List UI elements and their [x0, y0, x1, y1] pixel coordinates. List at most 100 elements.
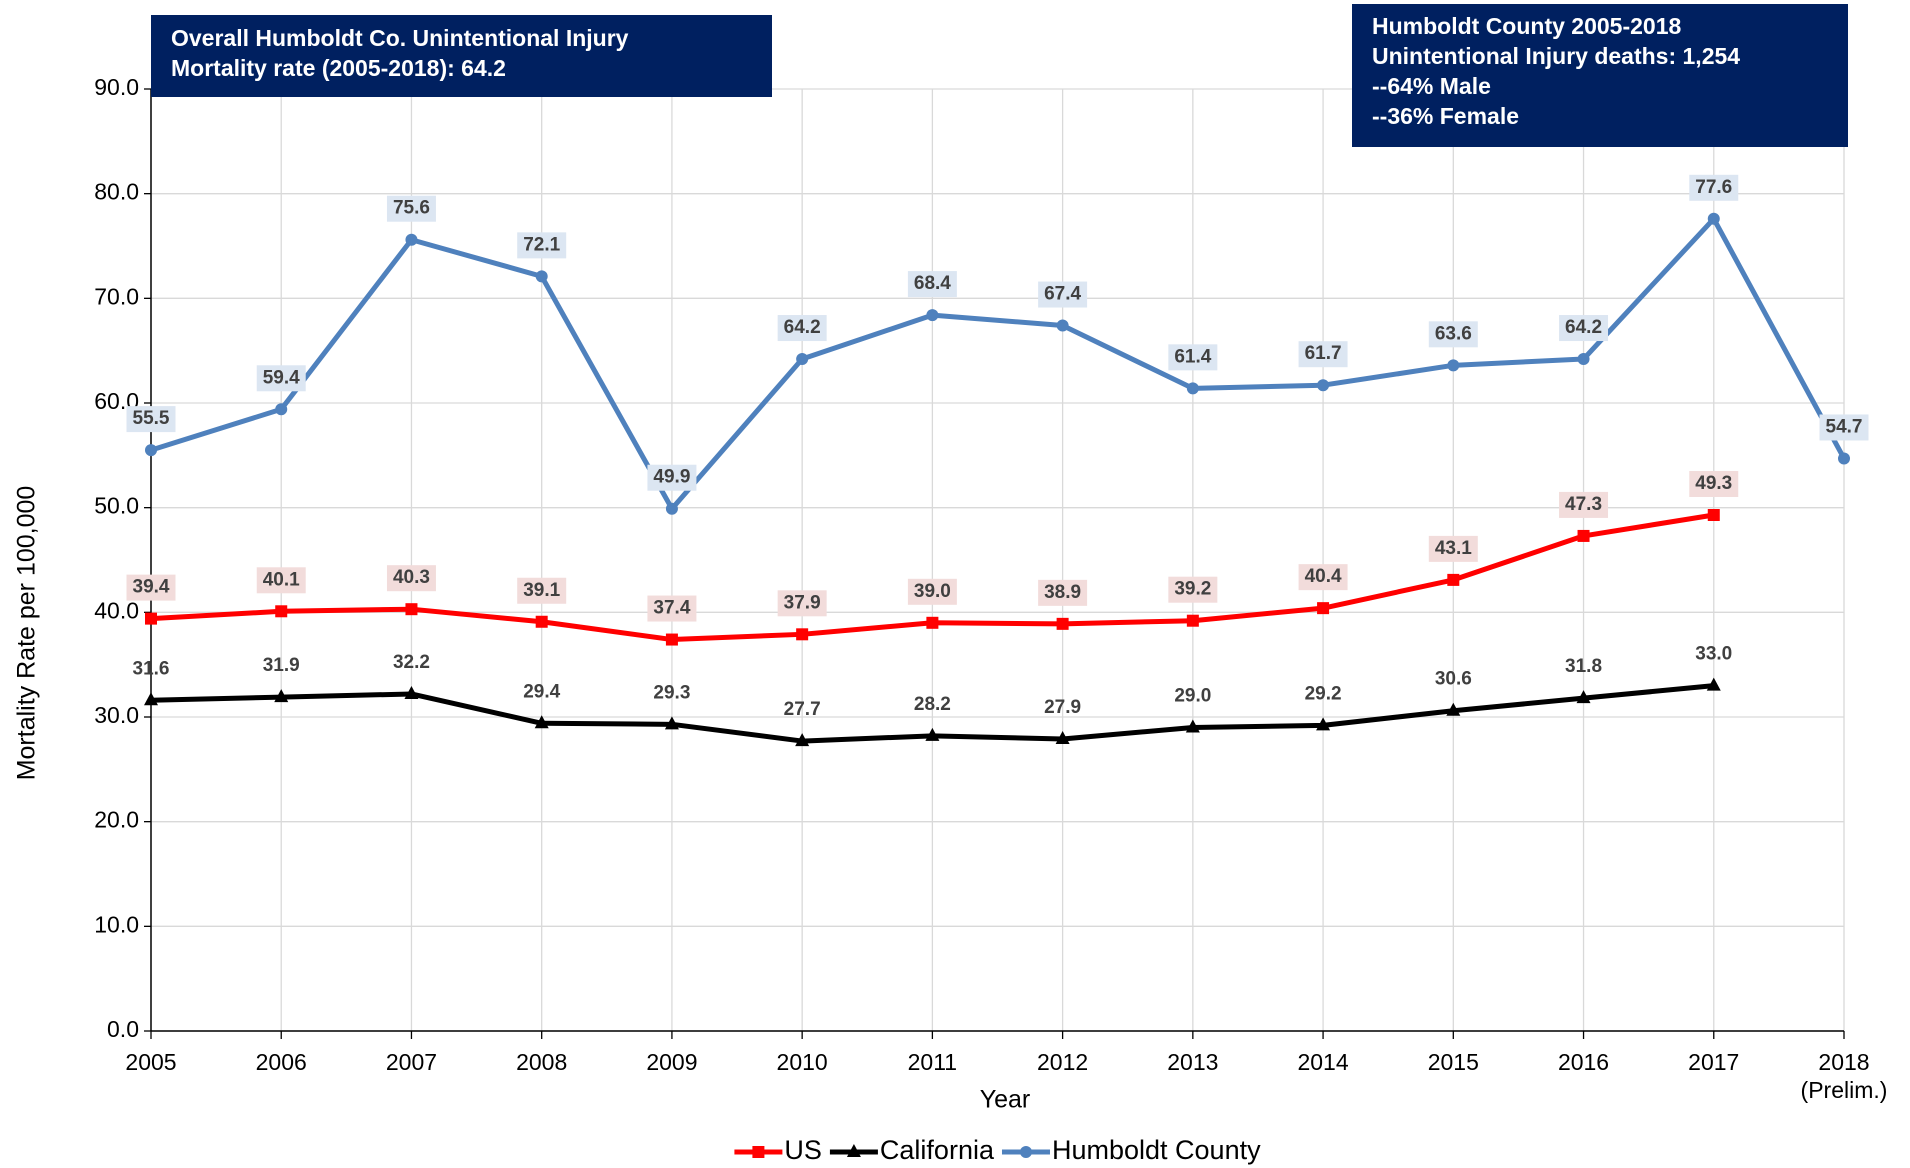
legend-label: Humboldt County	[1052, 1135, 1261, 1165]
value-label-background	[1038, 281, 1088, 308]
series-line	[150, 216, 1847, 512]
y-tick-label: 80.0	[94, 179, 139, 205]
x-tick-label: 2015	[1427, 1049, 1479, 1075]
x-tick-label: 2012	[1037, 1049, 1089, 1075]
value-label-background	[1428, 321, 1478, 348]
value-label: 33.0	[1695, 644, 1732, 665]
marker	[1317, 602, 1330, 615]
value-label: 32.2	[393, 652, 430, 673]
marker	[1577, 529, 1590, 542]
y-tick-label: 50.0	[94, 493, 139, 519]
marker	[1316, 717, 1331, 731]
marker	[405, 603, 418, 616]
marker	[665, 633, 678, 646]
value-label: 61.4	[1174, 346, 1211, 367]
value-label: 28.2	[914, 694, 951, 715]
marker	[535, 615, 548, 628]
x-tick-label: 2017	[1688, 1049, 1740, 1075]
value-label: 29.3	[653, 682, 690, 703]
value-label: 37.4	[653, 598, 690, 619]
marker	[144, 692, 158, 706]
value-label: 31.6	[133, 658, 170, 679]
value-label-background	[517, 232, 567, 259]
marker	[926, 616, 939, 629]
marker	[796, 353, 809, 366]
value-label: 39.0	[914, 581, 951, 602]
marker	[1317, 379, 1330, 392]
value-label-background	[126, 406, 176, 433]
marker	[405, 233, 418, 246]
marker	[1447, 573, 1460, 586]
marker	[1019, 1146, 1032, 1158]
value-label: 59.4	[263, 367, 300, 388]
value-label: 37.9	[784, 592, 821, 613]
marker	[925, 727, 940, 741]
value-label-background	[256, 567, 306, 594]
marker	[1447, 359, 1460, 372]
value-label: 72.1	[523, 234, 560, 255]
marker	[796, 628, 809, 641]
value-label: 29.4	[523, 681, 560, 702]
annotation-box: Overall Humboldt Co. Unintentional Injur…	[151, 15, 772, 97]
annotation-line: Humboldt County 2005-2018	[1372, 13, 1682, 39]
x-tick-label: 2006	[255, 1049, 307, 1075]
annotation-line: Unintentional Injury deaths: 1,254	[1372, 43, 1741, 69]
value-label: 27.9	[1044, 697, 1081, 718]
x-tick-label: 2018 (Prelim.)	[1800, 1049, 1888, 1103]
value-label: 31.8	[1565, 656, 1602, 677]
value-label: 39.2	[1174, 579, 1211, 600]
value-label-background	[907, 578, 957, 605]
value-label: 61.7	[1305, 343, 1342, 364]
value-label-background	[1298, 341, 1348, 368]
y-tick-label: 20.0	[94, 807, 139, 833]
marker	[1576, 690, 1591, 704]
marker	[1446, 702, 1461, 716]
marker	[1186, 382, 1199, 395]
legend-label: US	[784, 1135, 822, 1165]
value-label: 40.1	[263, 569, 300, 590]
value-label: 47.3	[1565, 494, 1602, 515]
marker	[846, 1144, 861, 1157]
x-axis-label: Year	[980, 1086, 1031, 1114]
value-label-background	[386, 195, 436, 222]
annotation-line: Overall Humboldt Co. Unintentional Injur…	[171, 25, 629, 51]
x-tick-label: 2009	[646, 1049, 698, 1075]
value-label: 43.1	[1435, 538, 1472, 559]
marker	[404, 685, 419, 699]
marker	[1706, 677, 1721, 691]
value-label: 49.9	[653, 467, 690, 488]
value-label: 64.2	[1565, 317, 1602, 338]
marker	[274, 689, 289, 703]
annotation-line: --64% Male	[1372, 73, 1491, 99]
marker	[145, 612, 157, 625]
value-label-background	[1168, 576, 1218, 603]
value-label: 40.3	[393, 567, 430, 588]
marker	[1707, 508, 1720, 521]
value-label: 29.2	[1305, 683, 1342, 704]
marker	[926, 309, 939, 322]
value-label: 63.6	[1435, 323, 1472, 344]
marker	[1838, 452, 1850, 465]
marker	[145, 444, 157, 457]
legend: US California Humboldt County	[734, 1135, 1261, 1165]
marker	[752, 1146, 765, 1158]
value-label: 67.4	[1044, 284, 1081, 305]
marker	[1055, 730, 1070, 744]
annotation-line: --36% Female	[1372, 103, 1520, 129]
marker	[1185, 719, 1200, 733]
marker	[1707, 212, 1720, 225]
value-label: 30.6	[1435, 669, 1472, 690]
value-label-background	[1298, 564, 1348, 591]
marker	[1056, 319, 1069, 332]
y-tick-label: 40.0	[94, 597, 139, 623]
value-label: 38.9	[1044, 582, 1081, 603]
marker	[275, 605, 288, 618]
y-tick-label: 70.0	[94, 283, 139, 309]
value-label-background	[1428, 535, 1478, 562]
y-tick-label: 30.0	[94, 702, 139, 728]
marker	[795, 733, 810, 747]
value-label-background	[386, 565, 436, 592]
value-label-background	[647, 464, 697, 491]
